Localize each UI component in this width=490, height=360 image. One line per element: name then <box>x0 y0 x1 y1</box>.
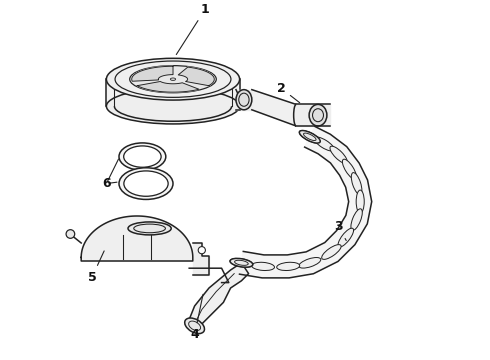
Ellipse shape <box>119 143 166 170</box>
Polygon shape <box>193 243 209 275</box>
Ellipse shape <box>124 171 168 196</box>
Ellipse shape <box>128 222 171 235</box>
Polygon shape <box>252 90 296 126</box>
Ellipse shape <box>277 262 300 270</box>
Ellipse shape <box>351 172 362 195</box>
Polygon shape <box>132 66 173 81</box>
Polygon shape <box>178 67 214 86</box>
Ellipse shape <box>251 262 274 270</box>
Ellipse shape <box>198 247 205 254</box>
Text: 5: 5 <box>88 251 104 284</box>
Ellipse shape <box>106 58 240 100</box>
Ellipse shape <box>299 131 320 143</box>
Polygon shape <box>106 58 240 106</box>
Ellipse shape <box>343 159 356 179</box>
Text: 1: 1 <box>176 3 210 55</box>
Ellipse shape <box>321 244 341 260</box>
Ellipse shape <box>130 66 216 93</box>
Ellipse shape <box>119 168 173 199</box>
Text: 6: 6 <box>102 177 111 190</box>
Text: 4: 4 <box>190 294 203 341</box>
Polygon shape <box>187 263 248 331</box>
Polygon shape <box>240 126 372 278</box>
Polygon shape <box>81 216 193 261</box>
Text: 2: 2 <box>277 82 300 103</box>
Ellipse shape <box>106 89 240 124</box>
Ellipse shape <box>309 104 327 126</box>
Ellipse shape <box>185 318 204 334</box>
Polygon shape <box>137 81 199 92</box>
Ellipse shape <box>356 190 364 213</box>
Ellipse shape <box>299 131 320 143</box>
Ellipse shape <box>330 146 347 163</box>
Ellipse shape <box>351 209 362 230</box>
Polygon shape <box>236 90 252 110</box>
Ellipse shape <box>171 78 175 80</box>
Ellipse shape <box>338 228 354 247</box>
Text: 3: 3 <box>334 220 346 240</box>
Ellipse shape <box>230 258 253 267</box>
Ellipse shape <box>66 230 74 238</box>
Ellipse shape <box>123 146 161 167</box>
Ellipse shape <box>314 137 334 151</box>
Ellipse shape <box>230 258 253 267</box>
Polygon shape <box>296 104 330 126</box>
Ellipse shape <box>299 257 321 268</box>
Ellipse shape <box>236 90 252 110</box>
